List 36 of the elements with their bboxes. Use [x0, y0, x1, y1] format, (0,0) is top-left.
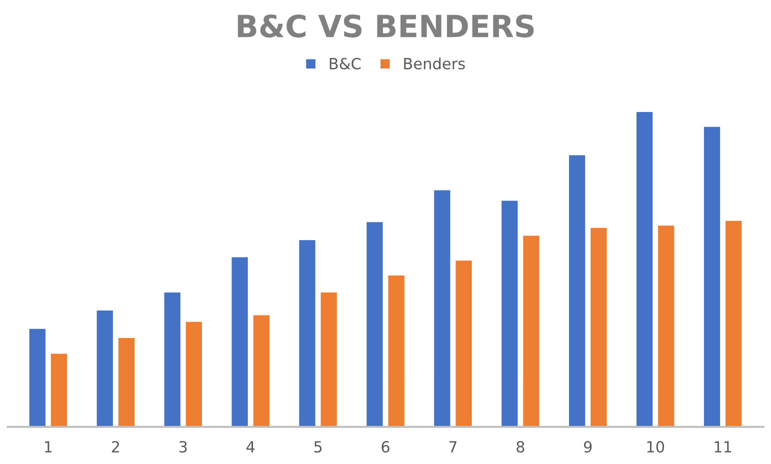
bar: [656, 224, 676, 427]
bar: [454, 259, 474, 427]
bar: [28, 327, 47, 427]
x-tick-label: 9: [584, 441, 592, 453]
x-tick-label: 8: [516, 441, 524, 453]
bar: [386, 274, 406, 427]
bar: [298, 238, 317, 427]
bar: [230, 256, 250, 427]
bar: [365, 220, 384, 427]
chart-title: B&C VS BENDERS: [238, 14, 534, 38]
x-tick-label: 3: [179, 441, 187, 453]
x-tick-label: 11: [714, 441, 732, 452]
x-tick-label: 6: [382, 441, 390, 453]
bar: [635, 111, 654, 427]
legend-label: B&C: [330, 58, 361, 70]
bar: [724, 220, 744, 427]
x-tick-label: 1: [45, 441, 52, 452]
bar: [319, 291, 338, 427]
x-tick-label: 5: [314, 441, 322, 453]
x-tick-label: 10: [647, 441, 664, 453]
bar: [50, 352, 68, 427]
legend-label: Benders: [404, 58, 465, 70]
bar: [568, 154, 587, 427]
x-tick-label: 2: [112, 441, 119, 452]
bar: [702, 125, 722, 427]
bar: [116, 336, 136, 427]
x-tick-label: 4: [246, 441, 255, 452]
bar: [589, 226, 608, 427]
bar: [432, 188, 452, 427]
bar: [500, 199, 520, 427]
bar: [162, 291, 182, 427]
bar: [252, 314, 271, 427]
bar: [95, 309, 114, 427]
x-tick-label: 7: [449, 441, 457, 452]
bar: [184, 320, 204, 427]
bar: [522, 234, 541, 427]
